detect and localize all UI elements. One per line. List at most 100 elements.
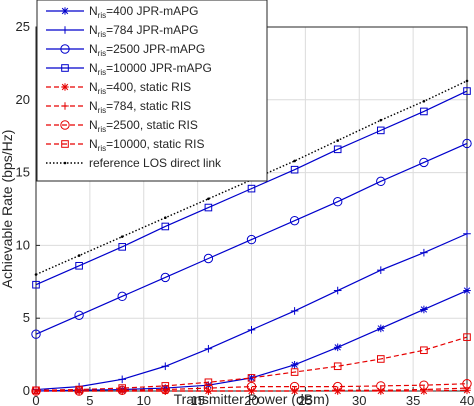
data-point [376,176,386,187]
data-point [31,329,41,339]
legend-label-rest: =784 JPR-mAPG [106,23,198,37]
data-point [290,360,299,369]
data-point [463,87,471,95]
data-point [422,99,426,103]
data-point [204,203,213,212]
data-point [118,243,127,251]
legend-marker [61,26,69,34]
data-point [77,254,81,257]
data-point [118,375,126,384]
legend-marker [61,83,69,91]
data-point [161,222,170,231]
data-point [333,145,342,154]
data-point [376,381,386,391]
data-point [463,229,471,238]
series-line [35,142,468,335]
data-point [462,379,472,389]
data-point [333,286,342,295]
x-axis-label: Transmitter Power (dBm) [174,391,330,406]
data-point [246,234,257,245]
x-tick-label: 5 [86,393,93,406]
legend-label-main: N [89,42,98,56]
legend-entry: Nris=400, static RIS [46,80,191,96]
legend-label-rest: =2500 JPR-mAPG [106,42,205,56]
legend-label: Nris=784 JPR-mAPG [89,23,199,39]
series-line [35,90,468,286]
legend-label-main: N [89,118,98,132]
data-point [204,344,213,353]
legend-label-rest: =400 JPR-mAPG [106,4,198,18]
legend-label-rest: =784, static RIS [106,99,191,113]
legend-label-main: N [89,61,98,75]
legend-entry: Nris=2500 JPR-mAPG [46,42,205,58]
series-3 [31,138,472,339]
legend-entry: Nris=784 JPR-mAPG [46,23,199,39]
legend-label-subscript: ris [98,30,106,39]
series-layer [31,79,472,396]
legend-label: Nris=400, static RIS [89,80,191,96]
data-point [247,326,256,334]
data-point [420,248,428,257]
x-tick-label: 40 [460,393,474,406]
data-point [377,324,385,333]
data-point [161,362,170,371]
data-point [247,374,256,382]
legend-label-subscript: ris [98,87,106,96]
data-point [117,291,127,302]
data-point [290,368,299,376]
legend-entry: Nris=10000, static RIS [46,137,205,153]
series-1 [32,286,471,395]
data-point [336,139,340,142]
legend-label: Nris=784, static RIS [89,99,191,115]
legend-label-subscript: ris [98,144,106,153]
legend-entry: Nris=10000 JPR-mAPG [46,61,212,77]
legend-marker [61,7,69,15]
x-tick-label: 20 [244,393,258,406]
legend-label-subscript: ris [98,11,106,20]
data-point [160,272,171,283]
series-line [35,336,468,391]
y-tick-label: 0 [23,383,30,398]
data-point [420,107,428,116]
x-tick-label: 0 [32,393,39,406]
data-point [75,261,83,270]
legend-marker [61,64,69,72]
legend-label: Nris=2500, static RIS [89,118,198,134]
legend-label: Nris=10000, static RIS [89,137,205,153]
legend-label-main: N [89,23,98,37]
y-tick-label: 15 [16,165,30,180]
data-point [333,343,342,352]
data-point [333,362,342,371]
legend-entry: Nris=2500, static RIS [46,118,198,134]
legend-marker [61,140,69,148]
legend-label-main: N [89,4,98,18]
legend-label-subscript: ris [98,49,106,58]
y-tick-label: 25 [16,19,30,34]
x-tick-label: 35 [406,393,420,406]
y-tick-label: 20 [16,92,30,107]
data-point [465,79,469,83]
data-point [290,307,299,315]
data-point [462,138,472,149]
legend-entry: Nris=784, static RIS [46,99,191,115]
data-point [204,378,213,387]
legend-marker [60,44,70,54]
legend-label-rest: =2500, static RIS [106,118,198,132]
data-point [207,197,210,201]
data-point [290,165,299,174]
data-point [463,333,471,341]
y-tick-label: 10 [16,237,30,252]
data-point [120,235,124,238]
data-point [419,380,429,390]
data-point [419,157,429,168]
data-point [289,381,300,392]
x-tick-label: 25 [298,393,312,406]
legend-entry: Nris=400 JPR-mAPG [46,4,199,20]
legend-label-rest: =400, static RIS [106,80,191,94]
series-4 [32,87,471,289]
legend-label-rest: =10000 JPR-mAPG [106,61,212,75]
y-axis-label: Achievable Rate (bps/Hz) [0,130,15,289]
legend-label-main: N [89,137,98,151]
data-point [379,118,383,122]
